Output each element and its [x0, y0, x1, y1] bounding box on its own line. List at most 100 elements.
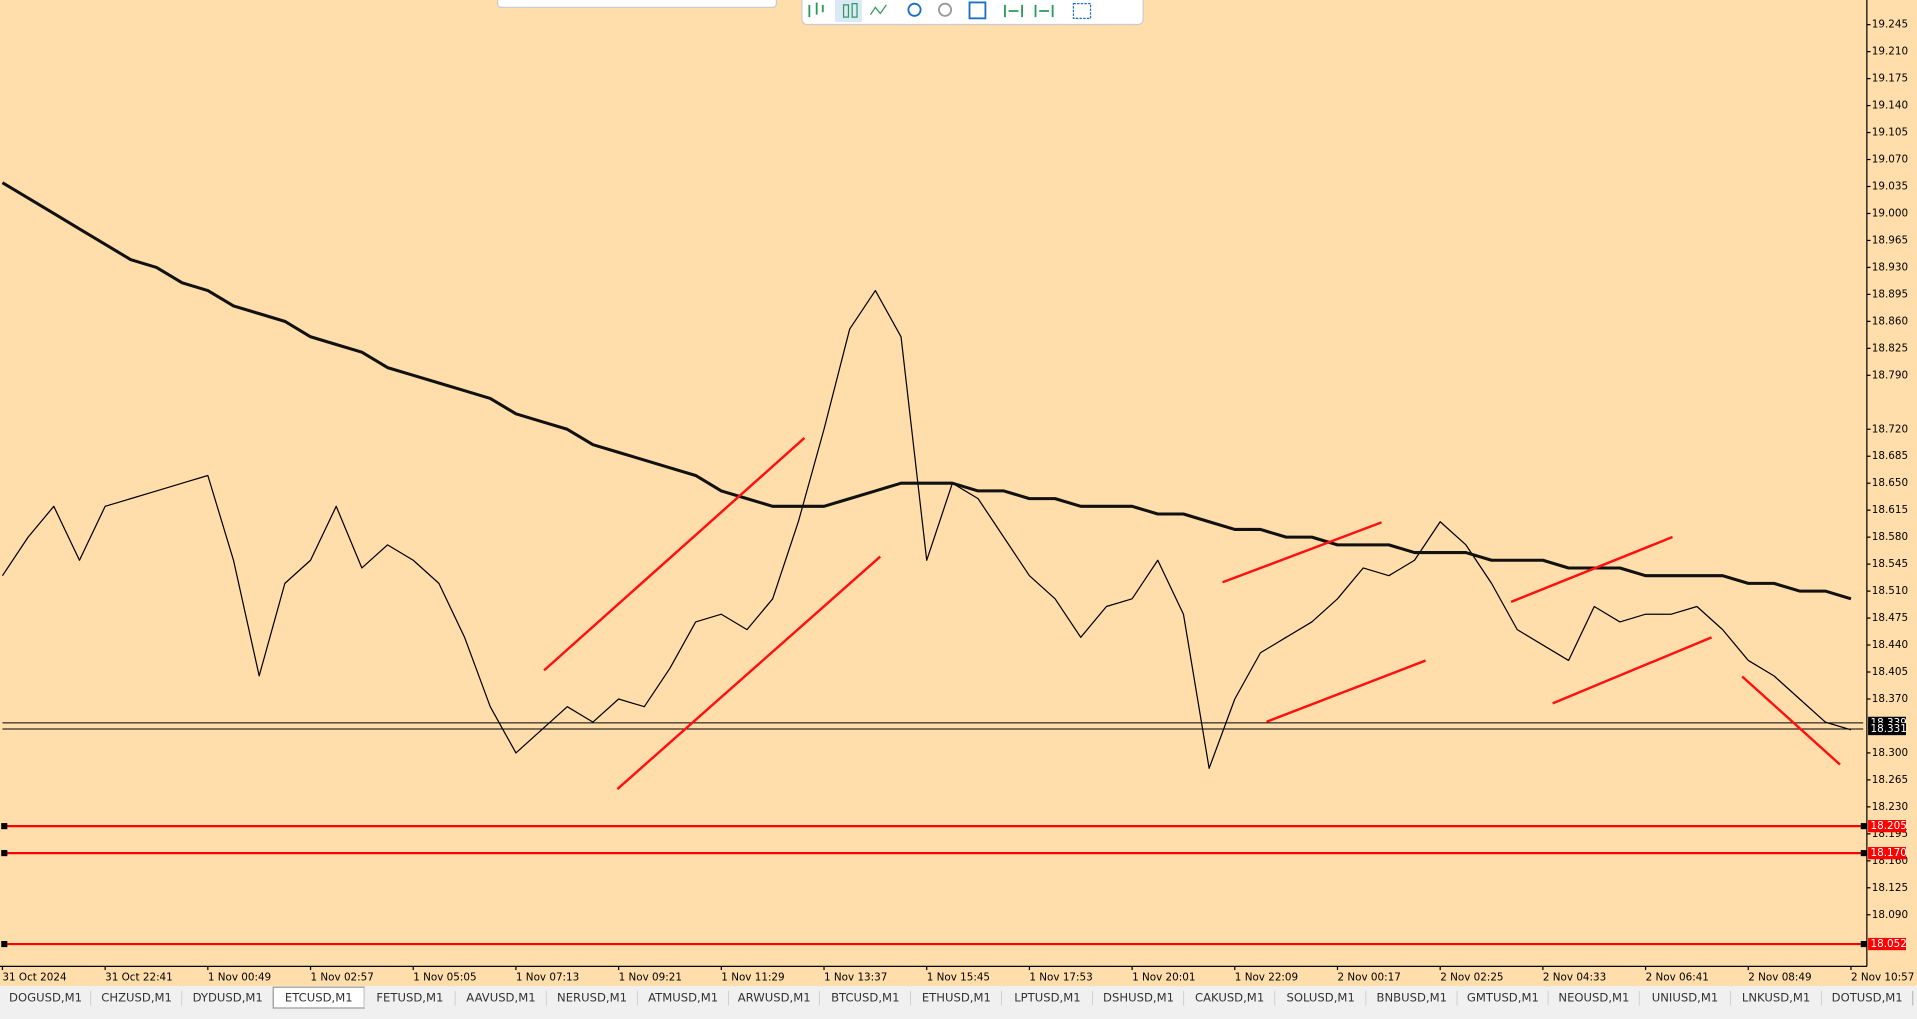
y-tick-label: 19.210 — [1872, 46, 1908, 58]
y-tick-label: 18.580 — [1872, 531, 1908, 543]
zoom-in-icon[interactable] — [907, 2, 922, 17]
tab-label[interactable]: CHZUSD,M1 — [101, 991, 172, 1005]
x-tick-label: 1 Nov 05:05 — [413, 971, 476, 983]
y-tick-label: 19.000 — [1872, 207, 1908, 219]
trendline — [1552, 636, 1713, 705]
tab[interactable] — [1092, 987, 1185, 1008]
tab-label[interactable]: ETCUSD,M1 — [285, 991, 353, 1005]
y-tick-label: 18.650 — [1872, 477, 1908, 489]
tab[interactable] — [364, 987, 456, 1008]
y-tick-label: 18.615 — [1872, 504, 1908, 516]
y-tick-label: 18.230 — [1872, 801, 1908, 813]
bars-icon[interactable] — [808, 2, 824, 18]
tab[interactable] — [1639, 987, 1731, 1008]
tab-label[interactable]: BNBUSD,M1 — [1377, 991, 1447, 1005]
tab[interactable] — [91, 987, 183, 1008]
level-line-anchor — [1, 940, 8, 948]
tab[interactable] — [1730, 987, 1822, 1008]
tab[interactable] — [1457, 987, 1549, 1008]
y-tick-label: 18.685 — [1872, 450, 1908, 462]
y-tick-label: 18.720 — [1872, 423, 1908, 435]
level-line-anchor — [1, 850, 8, 857]
tab-label[interactable]: DOGUSD,M1 — [9, 991, 82, 1005]
x-tick-label: 2 Nov 00:17 — [1337, 971, 1400, 983]
tab[interactable] — [637, 987, 729, 1008]
y-tick-label: 18.475 — [1872, 612, 1908, 624]
tab[interactable] — [546, 987, 638, 1008]
y-tick-label: 18.440 — [1872, 639, 1908, 651]
status-bar — [0, 1010, 1917, 1019]
x-tick-label: 31 Oct 2024 — [2, 971, 67, 983]
y-tick-label: 19.245 — [1872, 19, 1908, 31]
tab-label[interactable]: DYDUSD,M1 — [193, 991, 263, 1005]
y-tick-label: 18.895 — [1872, 288, 1908, 300]
y-tick-label: 19.070 — [1872, 154, 1908, 166]
tab-label[interactable]: DSHUSD,M1 — [1103, 991, 1174, 1005]
y-tick-label: 18.860 — [1872, 315, 1908, 327]
tab[interactable] — [182, 987, 274, 1008]
tab-label[interactable]: LNKUSD,M1 — [1742, 991, 1810, 1005]
tab-label[interactable]: FETUSD,M1 — [376, 991, 443, 1005]
level-line-label-box — [1868, 846, 1906, 860]
toolbar-panel — [801, 0, 1144, 26]
tab-label[interactable]: SOLUSD,M1 — [1287, 991, 1355, 1005]
shift-icon[interactable] — [1034, 4, 1054, 18]
x-tick-label: 2 Nov 06:41 — [1646, 971, 1709, 983]
popup-window[interactable] — [496, 0, 777, 8]
tab-label[interactable]: BTCUSD,M1 — [831, 991, 899, 1005]
tab[interactable] — [1366, 987, 1458, 1008]
x-tick-label: 2 Nov 08:49 — [1748, 971, 1811, 983]
y-tick-label: 19.035 — [1872, 180, 1908, 192]
tab[interactable] — [1275, 987, 1367, 1008]
zoom-out-icon[interactable] — [938, 2, 953, 17]
y-tick-label: 18.510 — [1872, 585, 1908, 597]
tab-label[interactable]: NEOUSD,M1 — [1558, 991, 1629, 1005]
tab-label[interactable]: ATMUSD,M1 — [648, 991, 718, 1005]
y-tick-label: 18.090 — [1872, 909, 1908, 921]
tab[interactable] — [1001, 987, 1093, 1008]
tile-icon[interactable] — [968, 1, 987, 20]
y-tick-label: 18.405 — [1872, 666, 1908, 678]
y-tick-label: 19.105 — [1872, 127, 1908, 139]
trendline — [543, 437, 806, 672]
tab[interactable] — [1821, 987, 1913, 1008]
level-line-anchor — [1, 823, 8, 830]
tab-label[interactable]: DOTUSD,M1 — [1832, 991, 1903, 1005]
y-tick-label: 18.300 — [1872, 747, 1908, 759]
tab-label[interactable]: UNIUSD,M1 — [1652, 991, 1718, 1005]
price-line — [1, 289, 1852, 769]
x-tick-label: 1 Nov 22:09 — [1235, 971, 1298, 983]
y-tick-label: 18.790 — [1872, 369, 1908, 381]
tab[interactable] — [1548, 987, 1640, 1008]
tab[interactable] — [0, 987, 92, 1008]
tab-label[interactable]: ETHUSD,M1 — [922, 991, 991, 1005]
tab[interactable] — [455, 987, 547, 1008]
level-line-label: 18.205 — [1871, 820, 1907, 832]
x-tick-label: 1 Nov 02:57 — [311, 971, 374, 983]
tab[interactable] — [1184, 987, 1276, 1008]
x-tick-label: 1 Nov 11:29 — [721, 971, 784, 983]
tab-label[interactable]: CAKUSD,M1 — [1195, 991, 1264, 1005]
tab[interactable] — [819, 987, 911, 1008]
moving-average-line — [1, 181, 1852, 601]
tab-label[interactable]: GMTUSD,M1 — [1467, 991, 1539, 1005]
scroll-icon[interactable] — [1004, 4, 1023, 18]
tab-label[interactable]: NERUSD,M1 — [557, 991, 627, 1005]
tab-label[interactable]: ARWUSD,M1 — [738, 991, 811, 1005]
y-tick-label: 19.140 — [1872, 100, 1908, 112]
trendline — [1510, 535, 1673, 603]
screenshot-icon[interactable] — [1072, 3, 1092, 19]
tab[interactable] — [910, 987, 1002, 1008]
level-line-label: 18.170 — [1871, 847, 1907, 859]
price-line-marker-label-box — [1868, 722, 1906, 736]
tab-label[interactable]: LPTUSD,M1 — [1014, 991, 1080, 1005]
level-line-label-box — [1868, 820, 1906, 833]
y-tick-label: 18.265 — [1872, 774, 1908, 786]
tab-label[interactable]: AAVUSD,M1 — [466, 991, 535, 1005]
y-tick-label: 19.175 — [1872, 73, 1908, 85]
tab[interactable] — [728, 987, 820, 1008]
candles-icon[interactable] — [842, 3, 858, 18]
line-icon[interactable] — [869, 4, 887, 16]
